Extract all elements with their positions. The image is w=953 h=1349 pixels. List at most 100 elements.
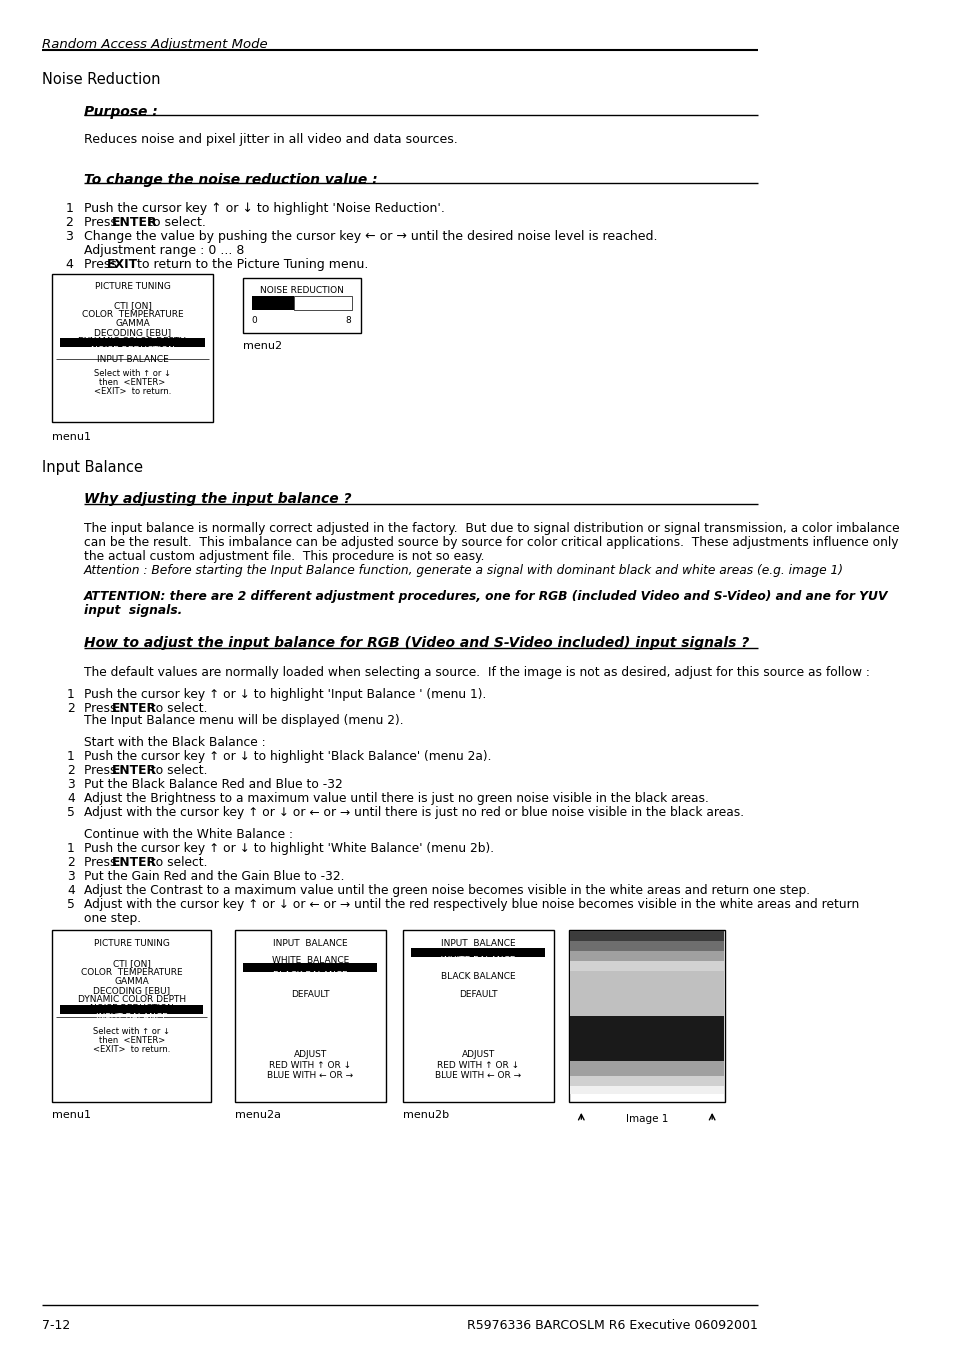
Text: To change the noise reduction value :: To change the noise reduction value : [84, 173, 377, 188]
Text: GAMMA: GAMMA [114, 977, 149, 986]
Text: Reduces noise and pixel jitter in all video and data sources.: Reduces noise and pixel jitter in all vi… [84, 134, 457, 146]
Text: 7-12: 7-12 [42, 1319, 71, 1331]
Text: DEFAULT: DEFAULT [458, 990, 497, 1000]
Text: Why adjusting the input balance ?: Why adjusting the input balance ? [84, 492, 351, 506]
Text: one step.: one step. [84, 912, 141, 925]
Text: 5: 5 [67, 805, 75, 819]
Text: BLACK BALANCE: BLACK BALANCE [273, 971, 347, 979]
Text: Attention : Before starting the Input Balance function, generate a signal with d: Attention : Before starting the Input Ba… [84, 564, 843, 577]
Text: CTI [ON]: CTI [ON] [113, 301, 152, 310]
Text: INPUT  BALANCE: INPUT BALANCE [440, 939, 515, 948]
Text: Select with ↑ or ↓: Select with ↑ or ↓ [94, 370, 171, 378]
Text: Adjust the Contrast to a maximum value until the green noise becomes visible in : Adjust the Contrast to a maximum value u… [84, 884, 809, 897]
Text: Push the cursor key ↑ or ↓ to highlight 'White Balance' (menu 2b).: Push the cursor key ↑ or ↓ to highlight … [84, 842, 494, 855]
Bar [569, 1016, 723, 1062]
Text: Press: Press [84, 764, 120, 777]
Bar [569, 1086, 723, 1094]
Text: then  <ENTER>: then <ENTER> [99, 378, 166, 387]
Text: How to adjust the input balance for RGB (Video and S-Video included) input signa: How to adjust the input balance for RGB … [84, 635, 748, 650]
Text: the actual custom adjustment file.  This procedure is not so easy.: the actual custom adjustment file. This … [84, 550, 484, 563]
Text: 5: 5 [67, 898, 75, 911]
Text: ENTER: ENTER [112, 216, 157, 229]
Text: 4: 4 [66, 258, 73, 271]
Text: NOISE REDUCTION: NOISE REDUCTION [91, 345, 174, 355]
Bar [569, 1077, 723, 1086]
Bar [569, 960, 723, 971]
Text: Press: Press [84, 857, 120, 869]
Text: 2: 2 [67, 857, 74, 869]
Text: R5976336 BARCOSLM R6 Executive 06092001: R5976336 BARCOSLM R6 Executive 06092001 [467, 1319, 758, 1331]
Text: COLOR  TEMPERATURE: COLOR TEMPERATURE [81, 969, 182, 977]
Text: Adjust the Brightness to a maximum value until there is just no green noise visi: Adjust the Brightness to a maximum value… [84, 792, 708, 805]
Bar [234, 929, 385, 1102]
Text: NOISE REDUCTION: NOISE REDUCTION [90, 1004, 173, 1013]
Bar [52, 929, 212, 1102]
Bar [411, 948, 545, 956]
Text: 2: 2 [66, 216, 73, 229]
Text: Input Balance: Input Balance [42, 460, 143, 475]
Text: 1: 1 [67, 750, 74, 764]
Text: Push the cursor key ↑ or ↓ to highlight 'Black Balance' (menu 2a).: Push the cursor key ↑ or ↓ to highlight … [84, 750, 491, 764]
Text: Image 1: Image 1 [625, 1114, 667, 1124]
Text: ADJUST: ADJUST [461, 1050, 495, 1059]
Text: Put the Gain Red and the Gain Blue to -32.: Put the Gain Red and the Gain Blue to -3… [84, 870, 344, 884]
Text: menu1: menu1 [52, 432, 91, 442]
Bar [294, 295, 352, 310]
Text: to return to the Picture Tuning menu.: to return to the Picture Tuning menu. [133, 258, 369, 271]
Text: 4: 4 [67, 792, 74, 805]
Text: CTI [ON]: CTI [ON] [112, 959, 151, 969]
Text: 4: 4 [67, 884, 74, 897]
Text: Press: Press [84, 701, 120, 715]
Text: to select.: to select. [147, 857, 207, 869]
Bar [569, 931, 723, 942]
Bar [569, 951, 723, 960]
Bar [60, 1005, 203, 1014]
Polygon shape [629, 347, 662, 376]
Text: Put the Black Balance Red and Blue to -32: Put the Black Balance Red and Blue to -3… [84, 778, 342, 791]
Text: ADJUST: ADJUST [294, 1050, 327, 1059]
Bar [569, 951, 723, 960]
Text: Change the value by pushing the cursor key ← or → until the desired noise level : Change the value by pushing the cursor k… [84, 229, 657, 243]
Text: BLACK BALANCE: BLACK BALANCE [440, 973, 515, 981]
Bar [568, 929, 724, 1102]
Text: 0: 0 [252, 316, 257, 325]
Text: INPUT BALANCE: INPUT BALANCE [96, 355, 169, 364]
Text: The default values are normally loaded when selecting a source.  If the image is: The default values are normally loaded w… [84, 666, 869, 679]
Text: BLUE WITH ← OR →: BLUE WITH ← OR → [267, 1071, 353, 1081]
Text: to select.: to select. [147, 764, 207, 777]
Bar [243, 963, 377, 973]
Text: Noise Reduction: Noise Reduction [42, 71, 160, 86]
Text: menu2a: menu2a [234, 1110, 280, 1120]
Text: menu2: menu2 [243, 341, 282, 351]
Bar [243, 278, 360, 333]
Text: ENTER: ENTER [112, 701, 156, 715]
Bar [569, 1062, 723, 1077]
Text: Adjust with the cursor key ↑ or ↓ or ← or → until the red respectively blue nois: Adjust with the cursor key ↑ or ↓ or ← o… [84, 898, 859, 911]
Text: Push the cursor key ↑ or ↓ to highlight 'Input Balance ' (menu 1).: Push the cursor key ↑ or ↓ to highlight … [84, 688, 486, 701]
Bar [569, 942, 723, 951]
Bar [569, 931, 723, 942]
Text: Select with ↑ or ↓: Select with ↑ or ↓ [93, 1027, 170, 1036]
Text: 1: 1 [67, 842, 74, 855]
Text: PICTURE TUNING: PICTURE TUNING [94, 282, 171, 291]
Text: ENTER: ENTER [112, 764, 156, 777]
Text: menu1: menu1 [52, 1110, 91, 1120]
Text: The Input Balance menu will be displayed (menu 2).: The Input Balance menu will be displayed… [84, 714, 403, 727]
Text: to select.: to select. [147, 701, 207, 715]
Text: then  <ENTER>: then <ENTER> [98, 1036, 165, 1045]
Text: DYNAMIC COLOR DEPTH: DYNAMIC COLOR DEPTH [78, 337, 187, 345]
Bar [252, 295, 294, 310]
Text: 3: 3 [67, 778, 74, 791]
Text: ENTER: ENTER [112, 857, 156, 869]
Text: 1: 1 [67, 688, 74, 701]
Text: menu2b: menu2b [402, 1110, 448, 1120]
Bar [402, 929, 553, 1102]
Text: RED WITH ↑ OR ↓: RED WITH ↑ OR ↓ [269, 1062, 351, 1070]
Text: RED WITH ↑ OR ↓: RED WITH ↑ OR ↓ [436, 1062, 518, 1070]
Text: Press: Press [84, 216, 121, 229]
Text: Continue with the White Balance :: Continue with the White Balance : [84, 828, 293, 840]
Text: 2: 2 [67, 701, 74, 715]
Text: 8: 8 [345, 316, 351, 325]
Text: WHITE BALANCE: WHITE BALANCE [440, 956, 515, 965]
Text: 3: 3 [67, 870, 74, 884]
